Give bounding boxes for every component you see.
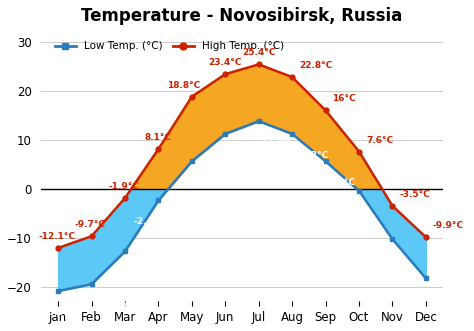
Low Temp. (°C)	[155, 199, 161, 203]
Text: 22.8°C: 22.8°C	[299, 61, 332, 70]
Text: -0.4°C: -0.4°C	[334, 207, 365, 216]
Low Temp. (°C)	[89, 282, 94, 286]
Text: -3.5°C: -3.5°C	[400, 190, 430, 199]
High Temp. (°C)	[189, 95, 195, 99]
Text: 16°C: 16°C	[333, 94, 356, 104]
Line: High Temp. (°C): High Temp. (°C)	[56, 62, 428, 250]
Text: 11.2°C: 11.2°C	[295, 151, 328, 160]
Text: -9.7°C: -9.7°C	[75, 220, 106, 229]
High Temp. (°C)	[390, 204, 395, 208]
Text: 8.1°C: 8.1°C	[145, 133, 172, 142]
Low Temp. (°C)	[55, 289, 61, 293]
High Temp. (°C)	[356, 150, 362, 154]
Text: -18.3°C: -18.3°C	[428, 295, 465, 304]
Text: 5.6°C: 5.6°C	[195, 178, 222, 187]
Low Temp. (°C)	[289, 132, 295, 136]
Low Temp. (°C)	[122, 250, 128, 254]
Text: 7.6°C: 7.6°C	[366, 136, 393, 145]
High Temp. (°C)	[222, 72, 228, 76]
Text: 25.4°C: 25.4°C	[242, 48, 275, 57]
Legend: Low Temp. (°C), High Temp. (°C): Low Temp. (°C), High Temp. (°C)	[51, 37, 289, 56]
Text: 11.2°C: 11.2°C	[228, 151, 261, 160]
High Temp. (°C)	[289, 75, 295, 79]
Line: Low Temp. (°C): Low Temp. (°C)	[56, 119, 428, 294]
Text: 23.4°C: 23.4°C	[209, 58, 242, 67]
Text: -2.4°C: -2.4°C	[133, 217, 164, 226]
Low Temp. (°C)	[390, 237, 395, 241]
Low Temp. (°C)	[256, 119, 262, 123]
Title: Temperature - Novosibirsk, Russia: Temperature - Novosibirsk, Russia	[82, 7, 402, 25]
Text: 5.6°C: 5.6°C	[328, 178, 356, 187]
Low Temp. (°C)	[323, 159, 328, 163]
Text: 13.8°C: 13.8°C	[262, 138, 295, 147]
Text: -19.5°C: -19.5°C	[94, 301, 131, 310]
High Temp. (°C)	[256, 62, 262, 66]
Low Temp. (°C)	[423, 276, 428, 280]
Text: -12.1°C: -12.1°C	[39, 232, 76, 241]
High Temp. (°C)	[55, 246, 61, 250]
High Temp. (°C)	[122, 196, 128, 200]
Text: -12.8°C: -12.8°C	[128, 268, 165, 277]
Text: -20.9°C: -20.9°C	[39, 308, 76, 317]
Low Temp. (°C)	[189, 159, 195, 163]
Text: -9.9°C: -9.9°C	[433, 221, 464, 230]
High Temp. (°C)	[323, 109, 328, 113]
High Temp. (°C)	[155, 147, 161, 151]
High Temp. (°C)	[89, 234, 94, 238]
Low Temp. (°C)	[356, 189, 362, 193]
Text: -10.3°C: -10.3°C	[365, 256, 401, 265]
High Temp. (°C)	[423, 235, 428, 239]
Low Temp. (°C)	[222, 132, 228, 136]
Text: -1.9°C: -1.9°C	[109, 182, 139, 191]
Text: 18.8°C: 18.8°C	[167, 81, 200, 90]
